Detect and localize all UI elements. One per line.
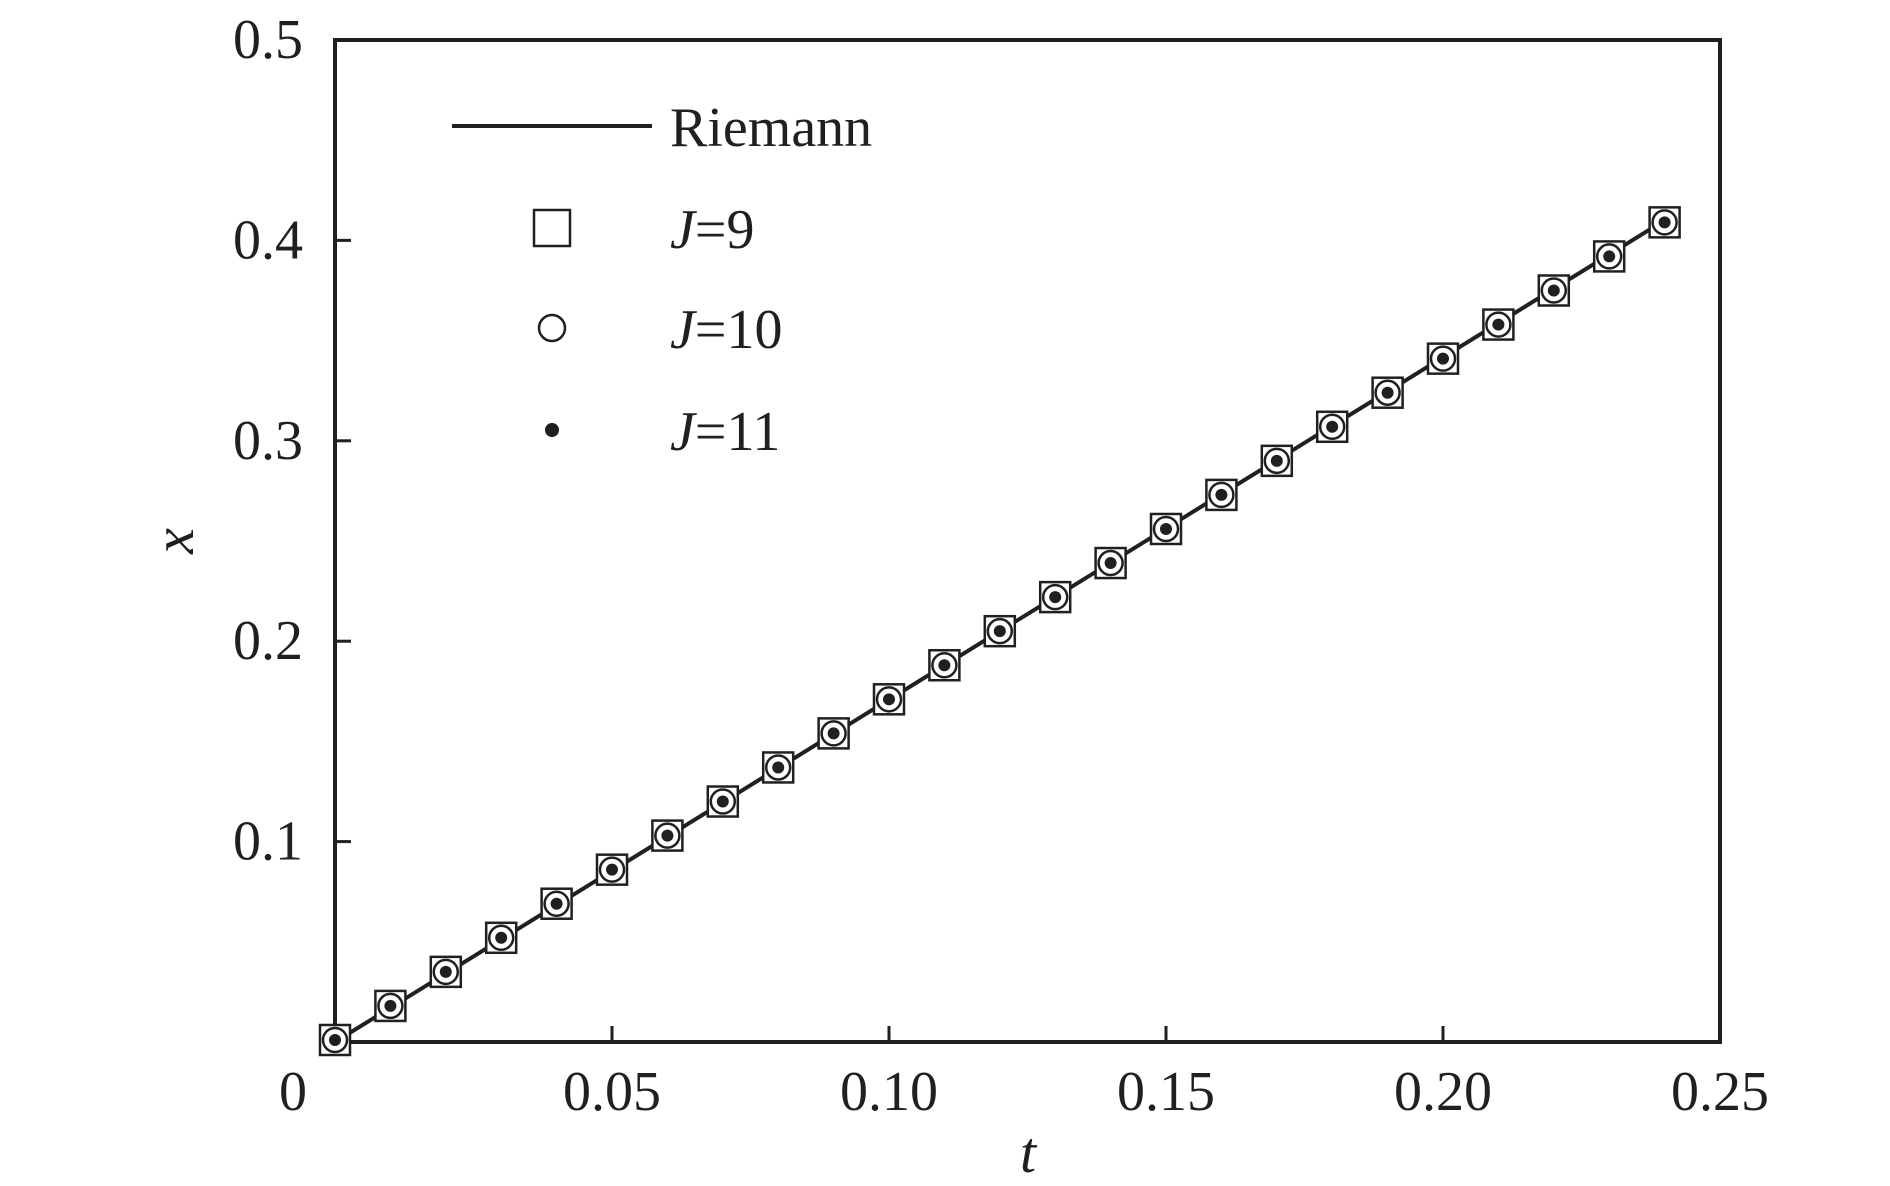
y-tick-label: 0.3 xyxy=(233,410,303,472)
legend-circle-icon xyxy=(537,313,567,343)
x-tick-label: 0.25 xyxy=(1671,1061,1769,1123)
marker-dot-j11 xyxy=(716,795,729,808)
x-axis-label: t xyxy=(1020,1120,1038,1185)
marker-dot-j11 xyxy=(1492,318,1505,331)
marker-dot-j11 xyxy=(1326,420,1339,433)
marker-dot-j11 xyxy=(1658,216,1671,229)
y-tick-label: 0.4 xyxy=(233,209,303,271)
marker-dot-j11 xyxy=(1049,591,1062,604)
marker-dot-j11 xyxy=(606,863,618,876)
legend-dot-icon xyxy=(545,423,559,437)
series-layer xyxy=(318,206,1681,1057)
x-tick-label: 0.10 xyxy=(840,1061,938,1123)
marker-dot-j11 xyxy=(329,1033,341,1046)
legend-label-italic-part: J xyxy=(670,401,698,463)
y-tick-label: 0.5 xyxy=(233,9,303,71)
legend-label: J=9 xyxy=(670,199,754,261)
marker-dot-j11 xyxy=(827,727,840,740)
y-axis-label: x xyxy=(141,528,206,555)
legend-label-rest: =9 xyxy=(695,199,755,261)
marker-dot-j11 xyxy=(495,931,508,944)
marker-dot-j11 xyxy=(1104,557,1117,570)
marker-dot-j11 xyxy=(550,897,563,910)
x-tick-label: 0.20 xyxy=(1394,1061,1492,1123)
legend-label-rest: =10 xyxy=(695,299,783,361)
marker-dot-j11 xyxy=(938,659,951,672)
marker-dot-j11 xyxy=(1160,522,1172,535)
x-tick-label: 0.15 xyxy=(1117,1061,1215,1123)
marker-dot-j11 xyxy=(1270,454,1283,467)
x-tick-label: 0.05 xyxy=(563,1061,661,1123)
marker-dot-j11 xyxy=(1603,250,1616,263)
legend-label-rest: =11 xyxy=(695,401,781,463)
plot-frame xyxy=(333,38,1722,1044)
legend-label: J=11 xyxy=(670,401,780,463)
x-tick-label: 0 xyxy=(279,1061,307,1123)
marker-dot-j11 xyxy=(883,693,895,706)
y-tick-label: 0.2 xyxy=(233,610,303,672)
legend-label-riemann: Riemann xyxy=(670,97,872,159)
marker-dot-j11 xyxy=(993,625,1006,638)
ticks-layer: 0 0.05 0.10 0.15 0.20 0.25 0.1 0.2 0.3 0.4 0.5 xyxy=(233,9,1769,1123)
marker-dot-j11 xyxy=(1215,488,1228,501)
legend-label-italic-part: J xyxy=(670,199,698,261)
legend-label-italic-part: J xyxy=(670,299,698,361)
legend-label: J=10 xyxy=(670,299,782,361)
marker-dot-j11 xyxy=(1381,386,1394,399)
marker-dot-j11 xyxy=(1437,352,1449,365)
y-tick-label: 0.1 xyxy=(233,811,303,873)
legend-square-icon xyxy=(532,208,572,248)
marker-dot-j11 xyxy=(772,761,785,774)
marker-dot-j11 xyxy=(439,965,452,978)
marker-dot-j11 xyxy=(661,829,674,842)
marker-dot-j11 xyxy=(384,999,397,1012)
marker-dot-j11 xyxy=(1547,284,1560,297)
